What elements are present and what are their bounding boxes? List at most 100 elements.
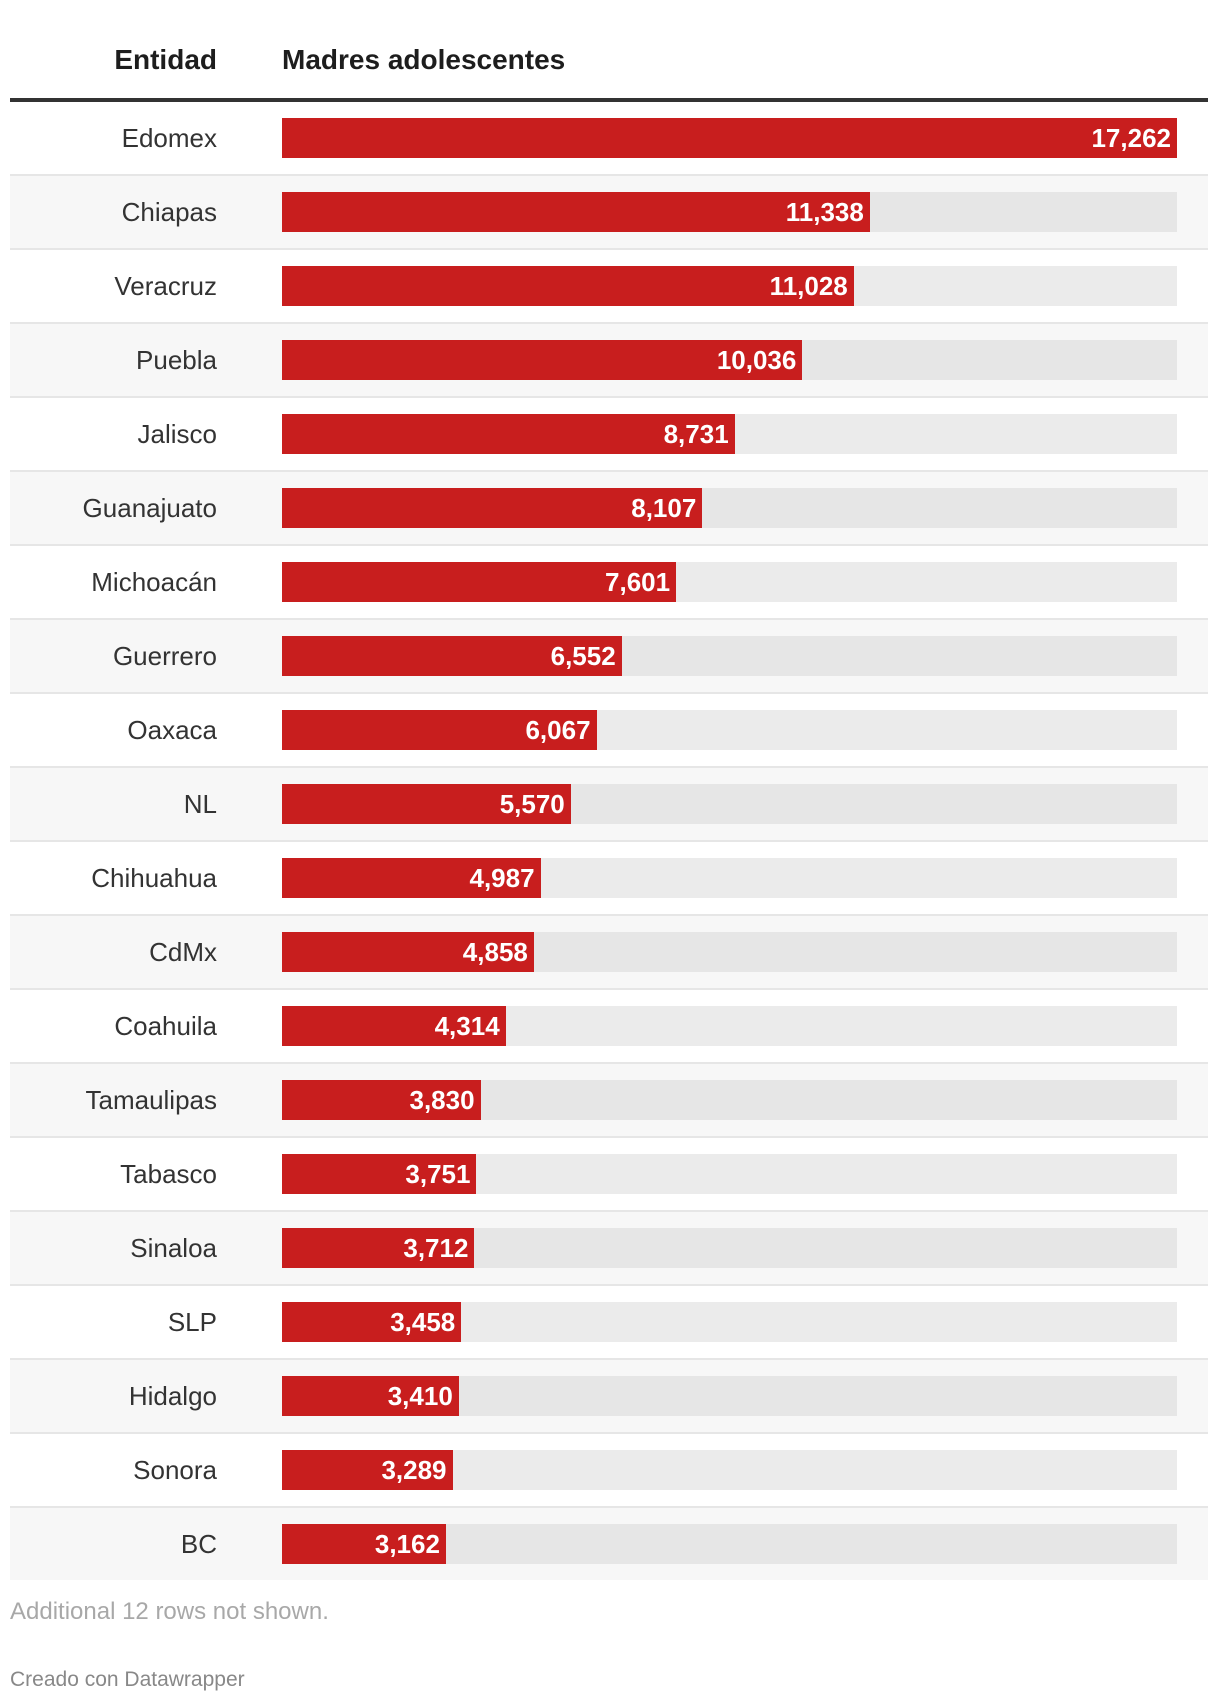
bar-value-label: 8,731 xyxy=(663,419,729,449)
table-row: Tabasco 3,751 xyxy=(10,1138,1208,1212)
bar-track: 4,314 xyxy=(282,1006,1177,1046)
table-row: NL 5,570 xyxy=(10,768,1208,842)
bar-track: 3,712 xyxy=(282,1228,1177,1268)
row-label: Chiapas xyxy=(121,197,217,227)
table-row: Michoacán 7,601 xyxy=(10,546,1208,620)
bar-value-label: 4,314 xyxy=(434,1011,500,1041)
bar-track: 5,570 xyxy=(282,784,1177,824)
row-label: Chihuahua xyxy=(91,863,217,893)
table-row: Tamaulipas 3,830 xyxy=(10,1064,1208,1138)
bar: 11,028 xyxy=(282,266,854,306)
bar: 8,107 xyxy=(282,488,703,528)
row-label: Sinaloa xyxy=(130,1233,217,1263)
row-label: NL xyxy=(183,789,217,819)
bar-track: 3,162 xyxy=(282,1524,1177,1564)
table-row: BC 3,162 xyxy=(10,1508,1208,1580)
bar-track: 6,552 xyxy=(282,636,1177,676)
bar-value-label: 3,410 xyxy=(387,1381,453,1411)
bar-value-label: 3,830 xyxy=(409,1085,475,1115)
row-label: BC xyxy=(180,1529,217,1559)
row-label: Hidalgo xyxy=(128,1381,217,1411)
bar-track: 6,067 xyxy=(282,710,1177,750)
datawrapper-credit: Creado con Datawrapper xyxy=(10,1668,245,1691)
bar-track: 3,289 xyxy=(282,1450,1177,1490)
bar: 4,987 xyxy=(282,858,541,898)
bar-track: 3,458 xyxy=(282,1302,1177,1342)
row-label: Puebla xyxy=(136,345,217,375)
table-row: Chiapas 11,338 xyxy=(10,176,1208,250)
row-label: Tamaulipas xyxy=(85,1085,217,1115)
bar-value-label: 8,107 xyxy=(631,493,697,523)
table-row: Sonora 3,289 xyxy=(10,1434,1208,1508)
row-label: CdMx xyxy=(149,937,217,967)
bar-track: 3,751 xyxy=(282,1154,1177,1194)
row-label: Guerrero xyxy=(112,641,217,671)
column-header-madres-adolescentes: Madres adolescentes xyxy=(282,44,566,75)
bar-track: 8,731 xyxy=(282,414,1177,454)
bar: 3,458 xyxy=(282,1302,462,1342)
bar: 3,162 xyxy=(282,1524,446,1564)
bar-value-label: 6,552 xyxy=(550,641,616,671)
bar-value-label: 3,751 xyxy=(405,1159,471,1189)
column-header-entidad: Entidad xyxy=(114,44,217,75)
bar: 8,731 xyxy=(282,414,735,454)
table-row: Guanajuato 8,107 xyxy=(10,472,1208,546)
bar-track: 11,028 xyxy=(282,266,1177,306)
bar-track: 4,987 xyxy=(282,858,1177,898)
row-label: Coahuila xyxy=(114,1011,217,1041)
bar-track: 11,338 xyxy=(282,192,1177,232)
table-row: Hidalgo 3,410 xyxy=(10,1360,1208,1434)
bar: 4,314 xyxy=(282,1006,506,1046)
table-row: Guerrero 6,552 xyxy=(10,620,1208,694)
row-label: Michoacán xyxy=(91,567,217,597)
bar: 6,067 xyxy=(282,710,597,750)
bar-value-label: 5,570 xyxy=(499,789,565,819)
table-row: Veracruz 11,028 xyxy=(10,250,1208,324)
bar-table: Edomex 17,262 Chiapas 11,338 Veracruz 11,028 P… xyxy=(10,102,1208,1580)
bar-value-label: 3,289 xyxy=(381,1455,447,1485)
bar-track: 7,601 xyxy=(282,562,1177,602)
table-row: Coahuila 4,314 xyxy=(10,990,1208,1064)
bar: 17,262 xyxy=(282,118,1177,158)
row-label: SLP xyxy=(167,1307,217,1337)
row-label: Veracruz xyxy=(114,271,217,301)
row-label: Tabasco xyxy=(120,1159,217,1189)
bar: 11,338 xyxy=(282,192,870,232)
table-row: Jalisco 8,731 xyxy=(10,398,1208,472)
table-row: Oaxaca 6,067 xyxy=(10,694,1208,768)
bar-track: 3,410 xyxy=(282,1376,1177,1416)
bar-value-label: 3,712 xyxy=(403,1233,469,1263)
bar-value-label: 11,028 xyxy=(769,271,848,301)
bar-value-label: 4,987 xyxy=(469,863,535,893)
bar: 3,712 xyxy=(282,1228,475,1268)
bar-value-label: 4,858 xyxy=(462,937,528,967)
row-label: Edomex xyxy=(121,123,217,153)
row-label: Jalisco xyxy=(137,419,217,449)
bar-value-label: 7,601 xyxy=(605,567,671,597)
bar-value-label: 3,458 xyxy=(390,1307,456,1337)
table-row: Puebla 10,036 xyxy=(10,324,1208,398)
bar: 3,751 xyxy=(282,1154,477,1194)
bar: 3,830 xyxy=(282,1080,481,1120)
table-row: Edomex 17,262 xyxy=(10,102,1208,176)
header-divider xyxy=(10,98,1208,102)
bar: 3,289 xyxy=(282,1450,453,1490)
bar-value-label: 17,262 xyxy=(1091,123,1171,153)
bar: 7,601 xyxy=(282,562,677,602)
bar-track: 10,036 xyxy=(282,340,1177,380)
table-row: Chihuahua 4,987 xyxy=(10,842,1208,916)
row-label: Guanajuato xyxy=(82,493,217,523)
rows-not-shown-note: Additional 12 rows not shown. xyxy=(10,1598,329,1625)
bar-value-label: 3,162 xyxy=(374,1529,440,1559)
row-label: Oaxaca xyxy=(127,715,217,745)
bar-track: 17,262 xyxy=(282,118,1177,158)
bar: 5,570 xyxy=(282,784,571,824)
bar-value-label: 11,338 xyxy=(785,197,864,227)
table-row: Sinaloa 3,712 xyxy=(10,1212,1208,1286)
table-row: SLP 3,458 xyxy=(10,1286,1208,1360)
bar-track: 3,830 xyxy=(282,1080,1177,1120)
bar-value-label: 10,036 xyxy=(716,345,797,375)
bar: 10,036 xyxy=(282,340,803,380)
bar: 6,552 xyxy=(282,636,622,676)
table-row: CdMx 4,858 xyxy=(10,916,1208,990)
